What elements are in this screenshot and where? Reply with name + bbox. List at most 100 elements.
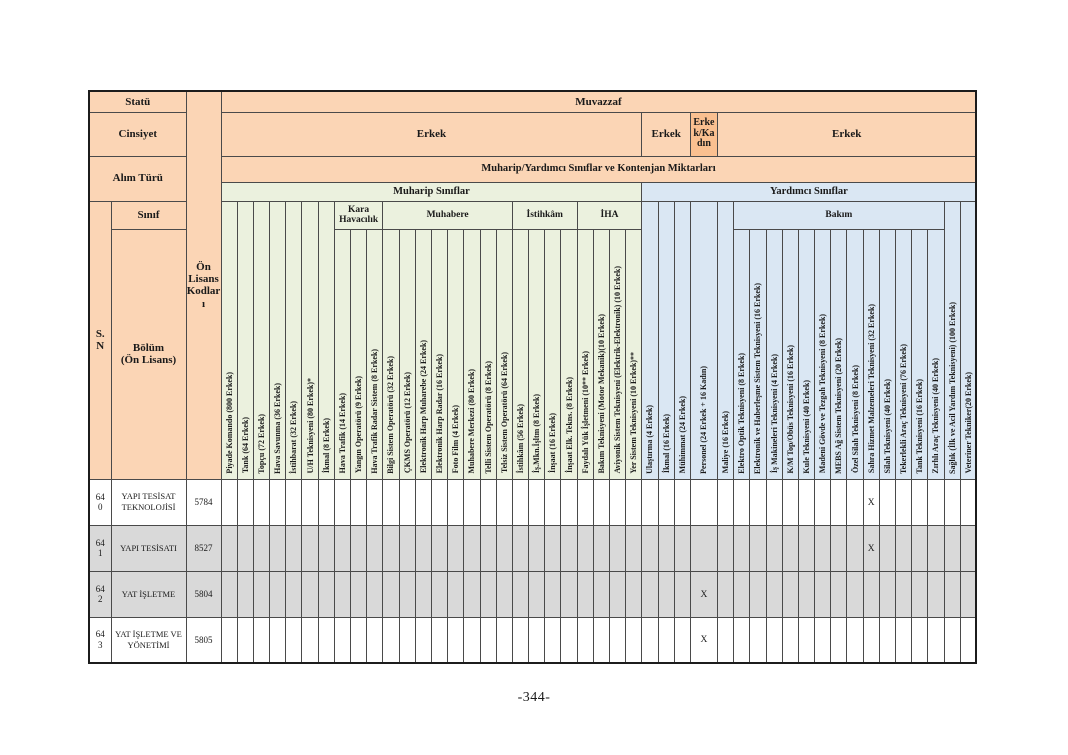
- column-header-cell: Tank Teknisyeni (16 Erkek): [911, 228, 929, 480]
- data-cell: [528, 478, 546, 526]
- data-cell: [447, 478, 465, 526]
- column-header-cell: Telsiz Sistem Operatörü (64 Erkek): [495, 228, 513, 480]
- data-cell: [943, 524, 961, 572]
- section-muharip-cell: Muharip Sınıflar: [220, 181, 643, 202]
- column-header-cell: Kule Teknisyeni (40 Erkek): [797, 228, 816, 480]
- data-cell: [269, 616, 287, 664]
- column-header-label: Kule Teknisyeni (40 Erkek): [801, 379, 811, 474]
- column-header-cell: Silah Teknisyeni (40 Erkek): [878, 228, 897, 480]
- sn-cell: 641: [88, 524, 112, 572]
- data-cell: [398, 570, 416, 618]
- data-cell: [765, 524, 783, 572]
- column-header-cell: Sahra Hizmet Malzemeleri Teknisyeni (32 …: [862, 228, 880, 480]
- on-lisans-kodlari-header-cell: Ön Lisans Kodları: [185, 90, 222, 480]
- data-cell: [463, 524, 481, 572]
- column-header-cell: Maliye (16 Erkek): [716, 200, 735, 480]
- data-cell: [846, 616, 864, 664]
- group-header-cell-istihkam: İstihkâm: [511, 200, 578, 230]
- column-header-cell: Elektronik Harp Muharebe (24 Erkek): [414, 228, 432, 480]
- sn-value: 641: [95, 537, 105, 558]
- data-cell: [430, 616, 449, 664]
- column-header-cell: Tekerlekli Araç Teknisyeni (76 Erkek): [894, 228, 913, 480]
- data-cell: [814, 570, 832, 618]
- data-cell: [716, 616, 735, 664]
- data-cell: X: [689, 570, 718, 618]
- data-cell: [463, 570, 481, 618]
- cinsiyet-group-cell: Erkek: [641, 111, 691, 157]
- column-header-cell: Hava Trafik (14 Erkek): [333, 228, 352, 480]
- data-cell: [927, 524, 945, 572]
- data-cell: [959, 570, 977, 618]
- sn-value: 643: [95, 629, 105, 650]
- data-cell: [333, 616, 352, 664]
- data-cell: [447, 616, 465, 664]
- data-cell: [749, 478, 767, 526]
- column-header-cell: Yangın Operatörü (9 Erkek): [349, 228, 368, 480]
- data-cell: [398, 616, 416, 664]
- column-header-cell: Personel (24 Erkek + 16 Kadın): [689, 200, 718, 480]
- sn-value: 642: [95, 583, 105, 604]
- data-cell: [252, 524, 271, 572]
- column-header-cell: İş.Mkn.İşltm (8 Erkek): [528, 228, 546, 480]
- column-header-label: Elektronik Harp Muharebe (24 Erkek): [418, 340, 428, 474]
- column-header-cell: Hava Trafik Radar Sistem (8 Erkek): [366, 228, 384, 480]
- column-header-label: Ulaştırma (4 Erkek): [645, 404, 655, 474]
- column-header-label: Hava Trafik Radar Sistem (8 Erkek): [370, 348, 380, 474]
- data-cell: [911, 570, 929, 618]
- data-cell: [592, 616, 611, 664]
- data-cell: [814, 616, 832, 664]
- data-cell: X: [862, 478, 880, 526]
- data-cell: [608, 478, 627, 526]
- bolum-cell: YAT İŞLETME VE YÖNETİMİ: [110, 616, 187, 664]
- data-cell: [269, 570, 287, 618]
- data-cell: [878, 478, 897, 526]
- data-row: 643 YAT İŞLETME VE YÖNETİMİ 5805 X: [88, 616, 977, 664]
- data-cell: [608, 524, 627, 572]
- column-header-cell: MEBS Ağ Sistem Teknisyeni (20 Erkek): [830, 228, 848, 480]
- column-header-label: Tekerlekli Araç Teknisyeni (76 Erkek): [899, 343, 909, 474]
- column-header-label: Veteriner Tekniker(20 Erkek): [963, 372, 973, 474]
- data-cell: [959, 616, 977, 664]
- alim-turu-value-cell: Muharip/Yardımcı Sınıflar ve Kontenjan M…: [220, 155, 977, 183]
- bolum-cell: YAPI TESİSAT TEKNOLOJİSİ: [110, 478, 187, 526]
- column-header-cell: Elektronik ve Haberleşme Sistem Teknisye…: [749, 228, 767, 480]
- data-cell: [830, 616, 848, 664]
- data-cell: [781, 616, 799, 664]
- column-header-cell: K/M Top/Obüs Teknisyeni (16 Erkek): [781, 228, 799, 480]
- x-mark: X: [700, 589, 708, 600]
- data-cell: [220, 478, 238, 526]
- column-header-cell: Hava Savunma (36 Erkek): [269, 200, 287, 480]
- table-body: Statü Ön Lisans Kodları Muvazzaf Cinsiyet Er…: [88, 90, 977, 664]
- data-cell: [382, 616, 400, 664]
- column-header-label: İstihbarat (32 Erkek): [289, 400, 299, 474]
- data-cell: [716, 524, 735, 572]
- data-cell: [544, 524, 562, 572]
- column-header-cell: Piyade Komando (800 Erkek): [220, 200, 238, 480]
- kod-cell: 5784: [185, 478, 222, 526]
- data-cell: [673, 570, 691, 618]
- data-cell: [765, 478, 783, 526]
- column-header-label: Yer Sistem Teknisyeni (10 Erkek)**: [629, 351, 639, 474]
- data-cell: X: [689, 616, 718, 664]
- data-cell: [479, 524, 497, 572]
- data-cell: [733, 478, 751, 526]
- x-mark: X: [867, 497, 875, 508]
- column-header-cell: Sağlık (İlk ve Acil Yardım Teknisyeni) (…: [943, 200, 961, 480]
- column-header-label: İnşaat Elk. Tekns. (8 Erkek): [564, 377, 574, 474]
- data-cell: [430, 524, 449, 572]
- data-cell: [236, 616, 254, 664]
- alim-turu-label-cell: Alım Türü: [88, 155, 187, 202]
- data-cell: [911, 616, 929, 664]
- data-cell: [317, 524, 335, 572]
- column-header-label: K/M Top/Obüs Teknisyeni (16 Erkek): [785, 345, 795, 474]
- group-header-cell-bakim: Bakım: [733, 200, 945, 230]
- column-header-label: Telli Sistem Operatörü (8 Erkek): [483, 360, 493, 474]
- data-cell: [911, 478, 929, 526]
- data-cell: [560, 524, 578, 572]
- cinsiyet-label-cell: Cinsiyet: [88, 111, 187, 157]
- data-cell: [414, 524, 432, 572]
- column-header-label: Sağlık (İlk ve Acil Yardım Teknisyeni) (…: [947, 301, 957, 474]
- column-header-label: Mühimmat (24 Erkek): [677, 396, 687, 474]
- column-header-cell: Bakım Teknisyeni (Motor Mekanik)(10 Erke…: [592, 228, 611, 480]
- kod-cell: 8527: [185, 524, 222, 572]
